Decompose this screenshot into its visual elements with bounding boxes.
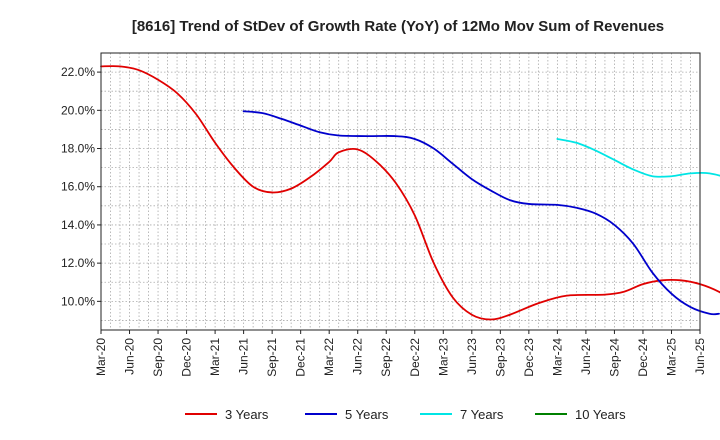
grid-lines bbox=[100, 52, 701, 330]
y-tick-label: 22.0% bbox=[61, 65, 95, 79]
y-tick-label: 14.0% bbox=[61, 218, 95, 232]
x-tick-label: Mar-24 bbox=[550, 338, 564, 376]
x-tick-label: Sep-21 bbox=[265, 338, 279, 377]
series-line-7-years bbox=[556, 138, 720, 178]
y-tick-label: 12.0% bbox=[61, 256, 95, 270]
x-tick-label: Sep-24 bbox=[607, 338, 621, 377]
plot-border bbox=[100, 52, 701, 331]
y-tick-label: 10.0% bbox=[61, 294, 95, 308]
legend-label-7-years: 7 Years bbox=[460, 407, 504, 422]
y-tick-label: 20.0% bbox=[61, 103, 95, 117]
legend-label-5-years: 5 Years bbox=[345, 407, 389, 422]
legend-label-10-years: 10 Years bbox=[575, 407, 626, 422]
chart-title: [8616] Trend of StDev of Growth Rate (Yo… bbox=[132, 18, 664, 35]
x-tick-label: Jun-23 bbox=[465, 338, 479, 375]
x-tick-label: Sep-20 bbox=[151, 338, 165, 377]
x-tick-label: Sep-23 bbox=[493, 338, 507, 377]
series-layer bbox=[100, 65, 720, 321]
x-tick-label: Jun-25 bbox=[693, 338, 707, 375]
x-tick-label: Jun-21 bbox=[237, 338, 251, 375]
x-tick-label: Mar-22 bbox=[322, 338, 336, 376]
y-tick-label: 16.0% bbox=[61, 180, 95, 194]
x-tick-label: Jun-20 bbox=[123, 338, 137, 375]
x-tick-label: Dec-21 bbox=[294, 338, 308, 377]
axes: 10.0% 12.0% 14.0% 16.0% 18.0% 20.0% 22.0% Mar-2… bbox=[61, 52, 707, 377]
x-tick-label: Dec-24 bbox=[636, 338, 650, 377]
x-tick-label: Dec-23 bbox=[522, 338, 536, 377]
legend: 3 Years 5 Years 7 Years 10 Years bbox=[185, 407, 626, 422]
x-tick-label: Jun-22 bbox=[351, 338, 365, 375]
x-tick-label: Mar-21 bbox=[208, 338, 222, 376]
x-tick-label: Dec-20 bbox=[180, 338, 194, 377]
x-tick-label: Mar-23 bbox=[436, 338, 450, 376]
y-tick-label: 18.0% bbox=[61, 142, 95, 156]
x-tick-label: Dec-22 bbox=[408, 338, 422, 377]
x-tick-label: Mar-20 bbox=[94, 338, 108, 376]
series-line-5-years bbox=[242, 110, 720, 316]
legend-label-3-years: 3 Years bbox=[225, 407, 269, 422]
x-tick-label: Sep-22 bbox=[379, 338, 393, 377]
series-line-3-years bbox=[100, 65, 720, 321]
x-tick-label: Jun-24 bbox=[579, 338, 593, 375]
x-tick-label: Mar-25 bbox=[664, 338, 678, 376]
